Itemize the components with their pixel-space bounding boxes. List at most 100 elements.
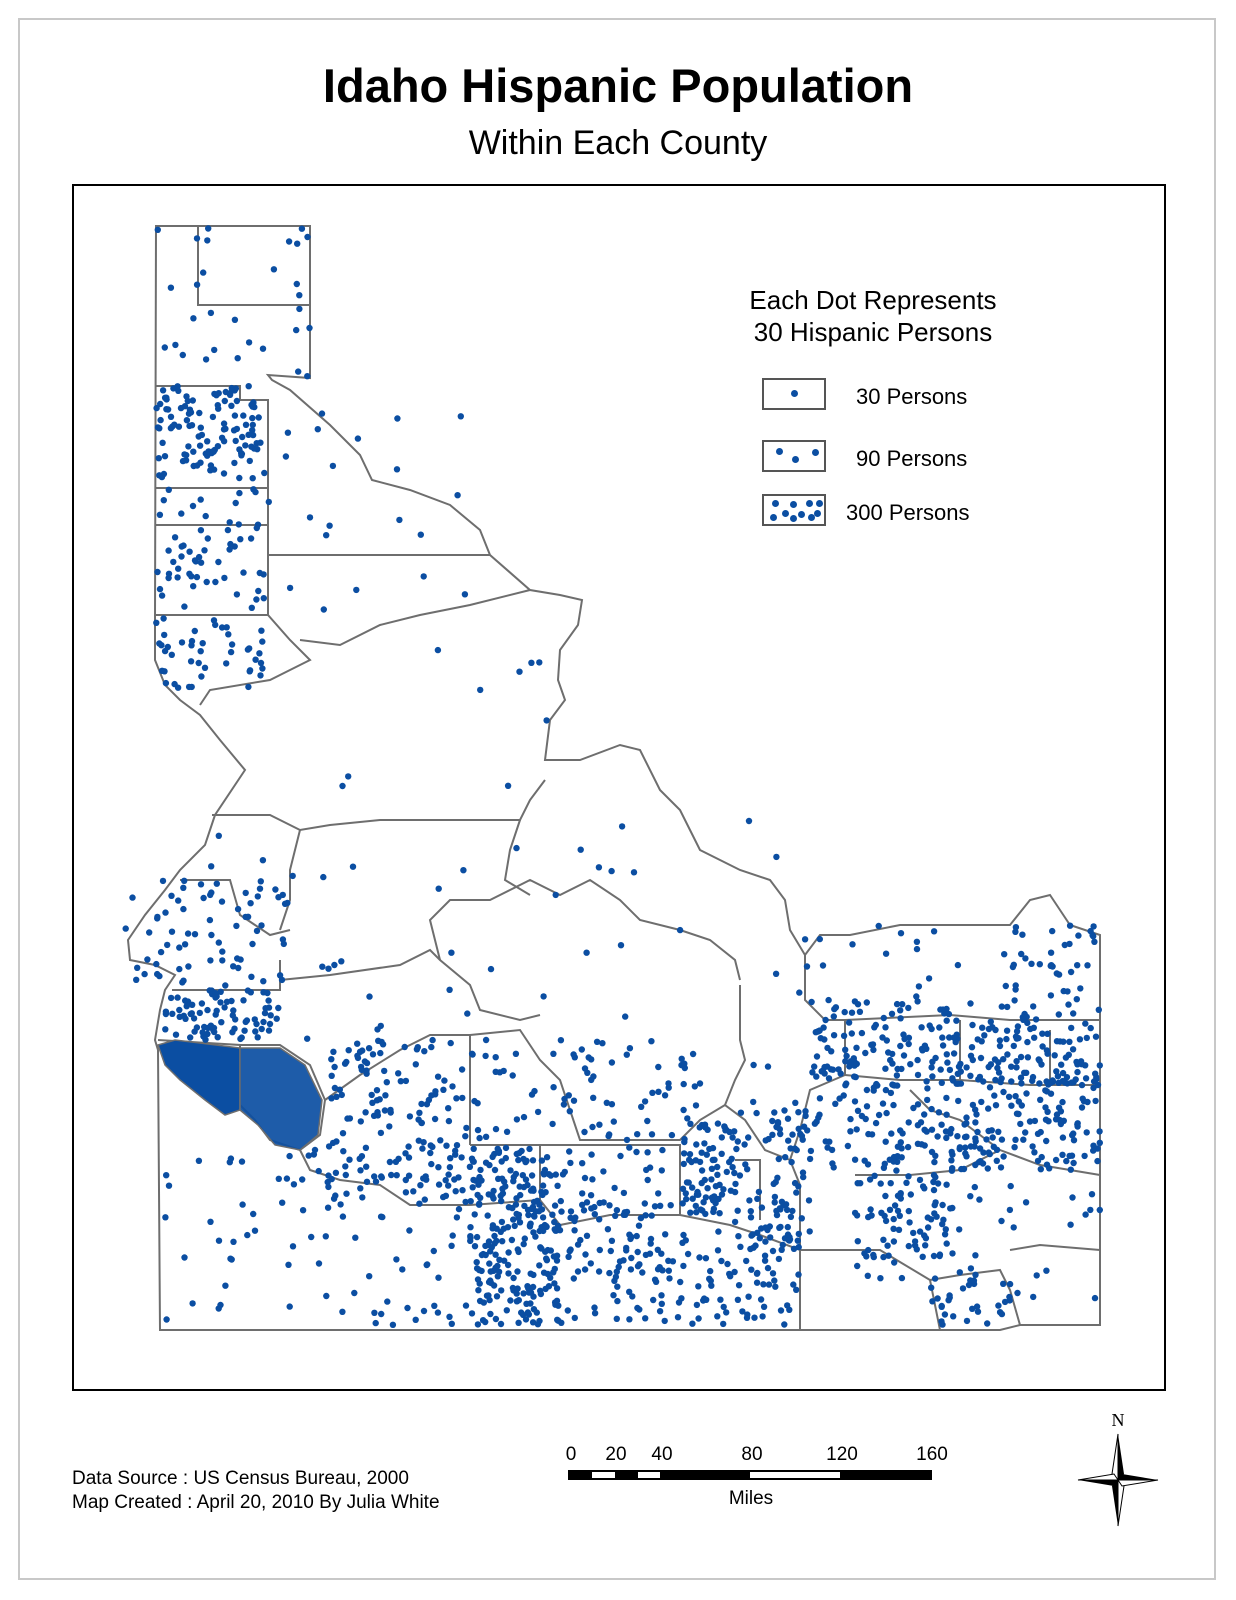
population-dot (853, 1126, 860, 1133)
population-dot (882, 1065, 889, 1072)
population-dot (591, 1304, 598, 1311)
population-dot (994, 1064, 1001, 1072)
population-dot (487, 1277, 494, 1284)
population-dot (695, 1283, 702, 1290)
population-dot (850, 1055, 857, 1062)
population-dot (507, 1167, 514, 1174)
map-frame (72, 184, 1166, 1391)
population-dot (470, 1158, 477, 1165)
population-dot (905, 1004, 912, 1012)
population-dot (588, 1076, 595, 1084)
population-dot (175, 565, 182, 572)
population-dot (921, 1232, 928, 1239)
population-dot (923, 1078, 930, 1085)
population-dot (574, 1268, 582, 1275)
population-dot (437, 1137, 444, 1144)
population-dot (284, 429, 292, 436)
population-dot (745, 817, 753, 825)
population-dot (937, 1066, 944, 1073)
population-dot (581, 1128, 588, 1136)
population-dot (1096, 1062, 1104, 1069)
population-dot (259, 857, 267, 864)
population-dot (193, 235, 201, 242)
population-dot (1013, 1058, 1020, 1065)
population-dot (969, 1021, 976, 1029)
population-dot (957, 1068, 964, 1075)
population-dot (731, 1128, 738, 1135)
population-dot (324, 1204, 332, 1211)
population-dot (736, 1172, 744, 1179)
population-dot (466, 1163, 474, 1171)
population-dot (529, 1283, 537, 1291)
population-dot (715, 1228, 722, 1235)
population-dot (882, 1192, 889, 1200)
population-dot (911, 1238, 919, 1245)
population-dot (770, 1180, 777, 1188)
population-dot (220, 470, 228, 477)
population-dot (372, 1319, 379, 1327)
population-dot (189, 397, 196, 404)
population-dot (475, 1287, 482, 1294)
population-dot (512, 1170, 520, 1178)
population-dot (702, 1210, 709, 1218)
population-dot (803, 963, 811, 970)
population-dot (847, 1115, 854, 1123)
population-dot (331, 961, 338, 969)
population-dot (293, 326, 300, 334)
population-dot (661, 1092, 669, 1099)
population-dot (208, 863, 215, 870)
population-dot (792, 1099, 799, 1107)
population-dot (245, 431, 252, 438)
population-dot (669, 1258, 677, 1265)
population-dot (963, 1064, 970, 1071)
population-dot (914, 1122, 922, 1129)
population-dot (882, 950, 890, 957)
population-dot (476, 1134, 483, 1142)
population-dot (549, 1211, 556, 1218)
population-dot (1013, 1064, 1020, 1071)
population-dot (582, 1251, 589, 1258)
population-dot (204, 438, 211, 445)
population-dot (432, 1088, 439, 1095)
population-dot (889, 1081, 896, 1088)
north-arrow-icon: N (1077, 1410, 1159, 1527)
population-dot (245, 683, 252, 691)
population-dot (877, 1275, 884, 1282)
population-dot (748, 1266, 755, 1273)
population-dot (680, 1080, 687, 1088)
population-dot (453, 1142, 461, 1149)
population-dot (579, 1160, 586, 1167)
population-dot (248, 604, 255, 611)
population-dot (858, 1112, 866, 1120)
population-dot (1048, 962, 1055, 969)
population-dot (497, 1320, 505, 1328)
population-dot (1010, 1224, 1017, 1231)
population-dot (259, 345, 267, 352)
population-dot (1018, 1080, 1025, 1087)
population-dot (260, 571, 267, 578)
population-dot (747, 1245, 754, 1253)
scale-tick: 80 (741, 1444, 763, 1465)
population-dot (691, 1083, 698, 1090)
population-dot (260, 1018, 267, 1026)
population-dot (963, 1120, 970, 1127)
population-dot (773, 853, 780, 861)
population-dot (692, 1202, 699, 1210)
population-dot (588, 1056, 595, 1063)
population-dot (492, 1054, 499, 1061)
population-dot (878, 1209, 885, 1217)
population-dot (188, 683, 195, 691)
legend-title: Each Dot Represents 30 Hispanic Persons (749, 285, 997, 347)
scale-tick: 40 (651, 1444, 673, 1465)
population-dot (230, 1238, 237, 1246)
population-dot (468, 1050, 476, 1058)
population-dot (340, 1148, 347, 1155)
population-dot (221, 574, 228, 582)
population-dot (914, 1101, 922, 1108)
population-dot (1011, 1144, 1018, 1151)
population-dot (447, 1039, 454, 1047)
population-dot (867, 1206, 874, 1213)
population-dot (434, 1073, 442, 1080)
population-dot (1090, 923, 1097, 930)
population-dot (153, 619, 160, 626)
